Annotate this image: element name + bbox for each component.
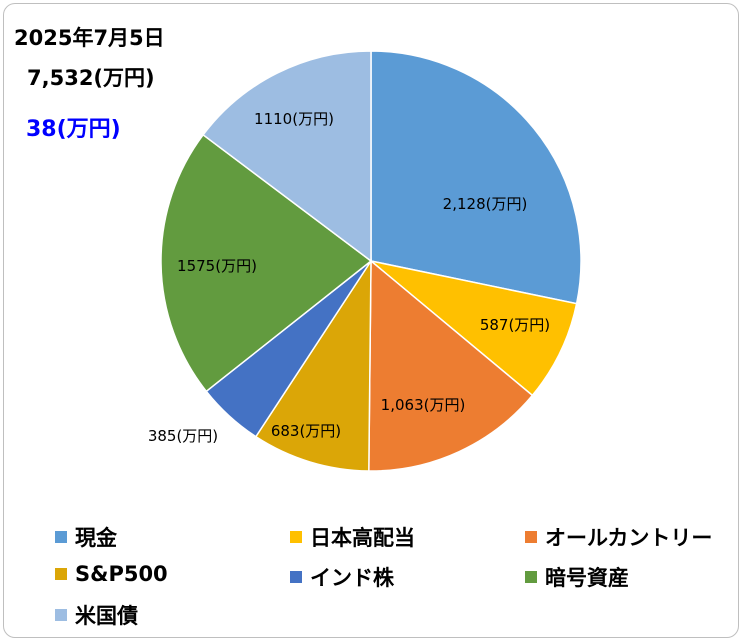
legend-label: S&P500 xyxy=(75,562,168,586)
slice-data-label: 587(万円) xyxy=(480,316,550,334)
legend-label: 日本高配当 xyxy=(310,526,415,550)
legend-item: オールカントリー xyxy=(525,522,712,552)
pie-slice xyxy=(202,50,372,263)
legend-swatch xyxy=(525,571,537,583)
legend-swatch xyxy=(55,568,67,580)
pie-labels: 2,128(万円) 587(万円) 1,063(万円) 683(万円) 385(万円) 1… xyxy=(148,110,550,445)
legend-swatch xyxy=(290,531,302,543)
legend-label: 米国債 xyxy=(75,604,138,628)
legend-swatch xyxy=(525,531,537,543)
total-value: 7,532(万円) xyxy=(27,66,155,90)
slice-data-label: 2,128(万円) xyxy=(443,195,528,213)
legend-item: S&P500 xyxy=(55,562,168,586)
legend-swatch xyxy=(55,531,67,543)
slice-data-label: 1575(万円) xyxy=(177,257,257,275)
legend-item: 日本高配当 xyxy=(290,522,415,552)
pie-slice xyxy=(368,259,534,472)
pie-slice xyxy=(160,133,373,393)
slice-data-label: 683(万円) xyxy=(271,422,341,440)
legend-item: 米国債 xyxy=(55,600,138,630)
slice-data-label: 1110(万円) xyxy=(254,110,334,128)
pie-slices xyxy=(160,50,582,472)
pie-slice xyxy=(254,258,372,472)
slice-data-label: 385(万円) xyxy=(148,427,218,445)
legend-item: 現金 xyxy=(55,522,117,552)
legend-swatch xyxy=(290,571,302,583)
legend-label: 現金 xyxy=(75,526,117,550)
legend-label: オールカントリー xyxy=(545,526,713,550)
legend-swatch xyxy=(55,609,67,621)
change-value: 38(万円) xyxy=(26,117,121,142)
slice-data-label: 1,063(万円) xyxy=(381,396,466,414)
pie-slice xyxy=(370,50,582,305)
pie-slice xyxy=(370,260,578,397)
legend-item: 暗号資産 xyxy=(525,562,629,592)
date-label: 2025年7月5日 xyxy=(14,26,165,50)
legend-label: 暗号資産 xyxy=(545,566,629,590)
legend-label: インド株 xyxy=(310,566,394,590)
legend-item: インド株 xyxy=(290,562,394,592)
